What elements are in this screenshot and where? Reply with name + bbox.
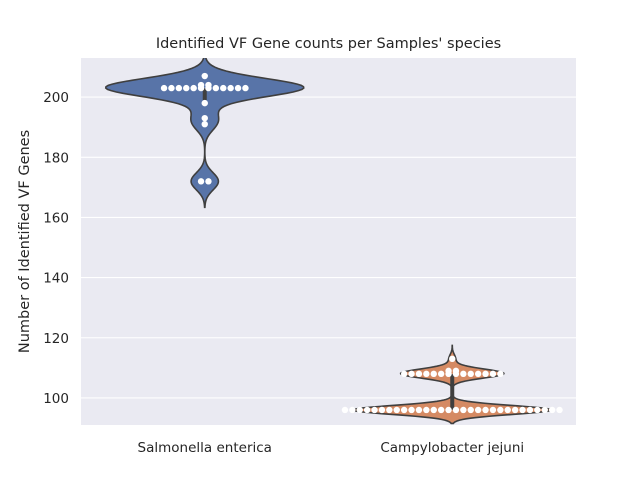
data-point: [497, 406, 504, 414]
data-point: [511, 406, 519, 414]
y-axis: 100 120 140 160 180 200: [43, 90, 69, 407]
data-point: [168, 84, 175, 92]
data-point: [212, 84, 220, 92]
data-point: [519, 406, 526, 414]
data-point: [423, 406, 430, 414]
data-point: [497, 370, 504, 378]
data-point: [400, 370, 408, 378]
data-point: [460, 406, 467, 414]
data-point: [474, 406, 482, 414]
data-point: [445, 367, 452, 375]
data-point: [534, 406, 541, 414]
data-point: [437, 370, 445, 378]
plot-area: [81, 58, 576, 425]
y-tick-label: 120: [43, 331, 69, 347]
data-point: [445, 406, 452, 414]
y-tick-label: 160: [43, 210, 69, 226]
data-point: [415, 370, 423, 378]
data-point: [400, 406, 408, 414]
data-point: [504, 406, 511, 414]
data-point: [183, 84, 190, 92]
data-point: [205, 81, 212, 89]
x-axis: Salmonella enterica Campylobacter jejuni: [138, 440, 525, 456]
x-tick-label: Campylobacter jejuni: [380, 440, 524, 456]
data-point: [220, 84, 227, 92]
data-point: [201, 120, 208, 128]
chart-title: Identified VF Gene counts per Samples' s…: [156, 36, 501, 52]
y-tick-label: 180: [43, 150, 69, 166]
y-tick-label: 200: [43, 90, 69, 106]
data-point: [423, 370, 430, 378]
data-point: [548, 406, 556, 414]
swarm-points: [160, 72, 563, 414]
data-point: [430, 406, 437, 414]
data-point: [526, 406, 534, 414]
data-point: [197, 178, 205, 185]
data-point: [378, 406, 386, 414]
data-point: [363, 406, 371, 414]
data-point: [460, 370, 467, 378]
x-tick-label: Salmonella enterica: [138, 440, 272, 456]
data-point: [201, 114, 208, 122]
data-point: [437, 406, 445, 414]
data-point: [556, 406, 563, 414]
data-point: [489, 370, 497, 378]
data-point: [482, 406, 489, 414]
data-point: [408, 370, 415, 378]
data-point: [349, 406, 356, 414]
data-point: [190, 84, 197, 92]
data-point: [449, 355, 456, 363]
data-point: [452, 367, 460, 375]
y-tick-label: 100: [43, 391, 69, 407]
data-point: [205, 178, 212, 185]
data-point: [452, 406, 460, 414]
violin-body: [104, 58, 305, 209]
data-point: [356, 406, 363, 414]
data-point: [541, 406, 548, 414]
data-point: [482, 370, 489, 378]
data-point: [415, 406, 423, 414]
data-point: [341, 406, 349, 414]
data-point: [467, 406, 474, 414]
y-axis-label: Number of Identified VF Genes: [17, 130, 33, 353]
y-tick-label: 140: [43, 271, 69, 287]
data-point: [474, 370, 482, 378]
data-point: [234, 84, 242, 92]
data-point: [430, 370, 437, 378]
data-point: [160, 84, 168, 92]
data-point: [393, 406, 400, 414]
data-point: [386, 406, 393, 414]
data-point: [467, 370, 474, 378]
data-point: [227, 84, 234, 92]
data-point: [197, 81, 205, 89]
data-point: [489, 406, 497, 414]
data-point: [371, 406, 378, 414]
data-point: [242, 84, 249, 92]
violins: [104, 58, 553, 425]
data-point: [201, 72, 208, 80]
data-point: [201, 99, 208, 107]
data-point: [175, 84, 183, 92]
data-point: [408, 406, 415, 414]
